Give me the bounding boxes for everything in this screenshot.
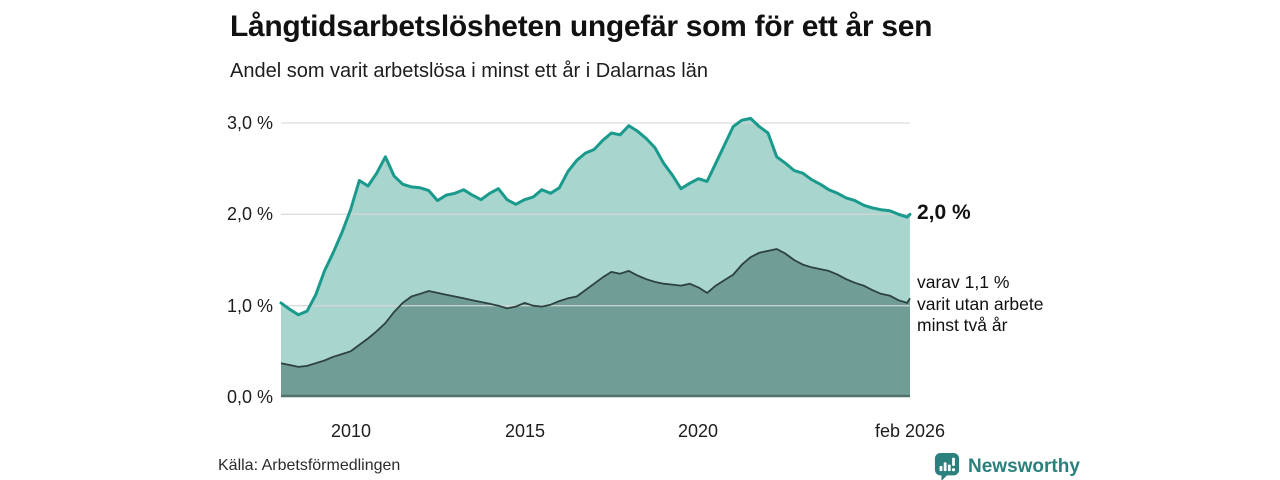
x-axis-tick-label: 2020 (677, 421, 719, 441)
series-fill-2year (281, 249, 910, 397)
series-line-1year (279, 116, 912, 317)
y-axis-tick-label: 0,0 % (226, 387, 273, 407)
y-axis-tick-label: 2,0 % (226, 204, 273, 224)
x-axis-tick-label: 2010 (330, 421, 372, 441)
area-chart-svg (279, 116, 912, 398)
area-chart (279, 110, 912, 398)
page-title: Långtidsarbetslösheten ungefär som för e… (230, 10, 933, 43)
x-axis-tick-label: feb 2026 (874, 421, 946, 441)
secondary-series-annotation: varav 1,1 % varit utan arbete minst två … (917, 272, 1044, 335)
page-subtitle: Andel som varit arbetslösa i minst ett å… (230, 60, 708, 82)
source-note: Källa: Arbetsförmedlingen (218, 457, 401, 474)
y-axis-tick-label: 1,0 % (226, 296, 273, 316)
series-end-value-label: 2,0 % (917, 201, 971, 224)
brand-name: Newsworthy (968, 455, 1080, 477)
y-axis-tick-label: 3,0 % (226, 113, 273, 133)
x-axis-tick-label: 2015 (504, 421, 546, 441)
brand-logo[interactable]: Newsworthy (934, 452, 1080, 480)
series-line-2year (280, 248, 911, 368)
newsworthy-icon (934, 453, 960, 480)
